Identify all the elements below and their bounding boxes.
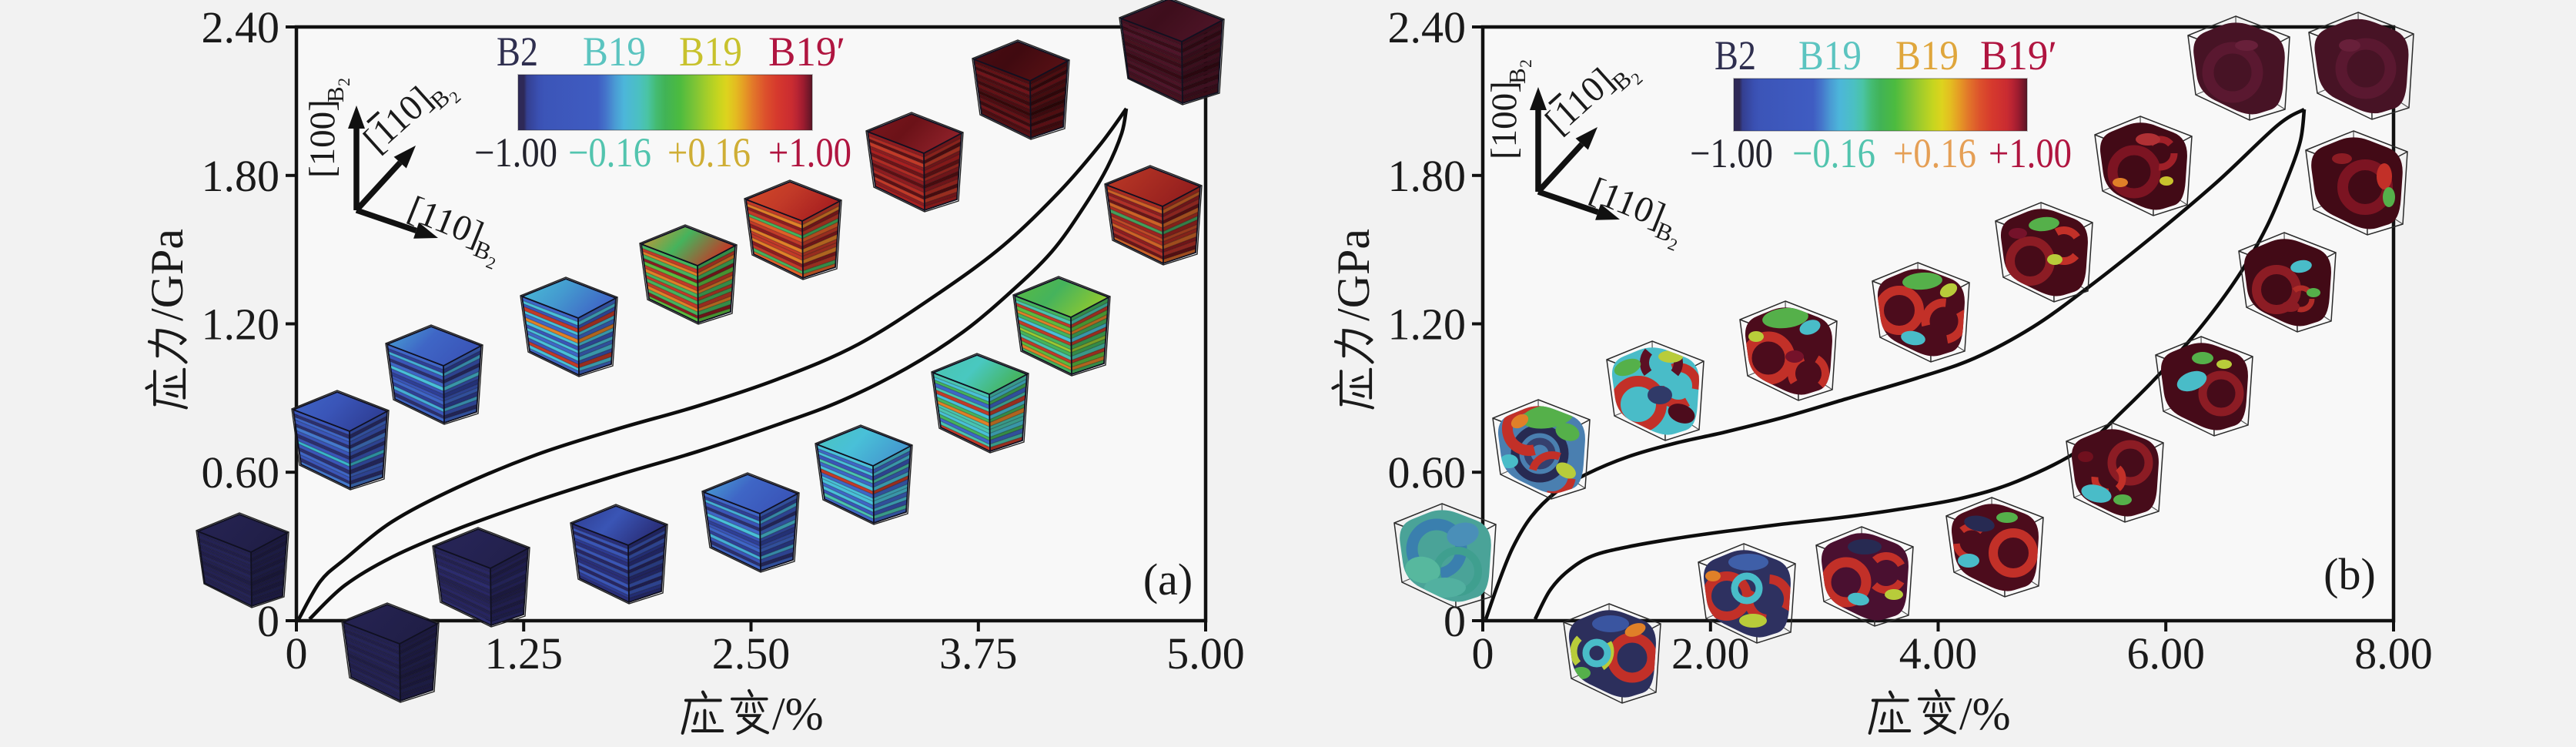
svg-text:B2: B2 [497,28,538,75]
svg-text:0.60: 0.60 [202,447,280,497]
svg-text:2.00: 2.00 [1671,628,1750,678]
svg-text:0: 0 [286,628,308,678]
svg-text:+0.16: +0.16 [1893,130,1976,176]
svg-text:B19: B19 [583,28,646,75]
svg-text:+1.00: +1.00 [768,129,851,176]
svg-text:1.80: 1.80 [1388,151,1467,201]
svg-text:/%: /% [772,688,824,739]
svg-text:B19: B19 [679,28,742,75]
svg-text:(a): (a) [1143,554,1193,605]
svg-text:−1.00: −1.00 [474,129,557,176]
svg-text:8.00: 8.00 [2354,628,2433,678]
svg-text:B19: B19 [1798,32,1862,79]
svg-text:1.80: 1.80 [202,151,280,201]
svg-text:2: 2 [1516,59,1535,68]
svg-text:2.40: 2.40 [202,2,280,52]
svg-text:B: B [322,86,349,102]
svg-text:/%: /% [1959,688,2011,739]
svg-text:1.25: 1.25 [484,628,563,678]
svg-text:0: 0 [1444,596,1466,646]
svg-text:2: 2 [334,78,353,86]
svg-text:0: 0 [1472,628,1494,678]
svg-text:(b): (b) [2323,549,2376,599]
svg-text:1.20: 1.20 [1388,300,1467,350]
svg-text:2.40: 2.40 [1388,2,1467,52]
svg-text:−1.00: −1.00 [1690,130,1773,176]
svg-text:[100]: [100] [1484,81,1524,159]
svg-text:[100]: [100] [303,99,343,178]
svg-text:5.00: 5.00 [1166,628,1245,678]
svg-text:−0.16: −0.16 [568,129,651,176]
svg-text:B19: B19 [1895,32,1959,79]
svg-text:1.20: 1.20 [202,300,280,350]
svg-text:B2: B2 [1715,32,1756,79]
svg-text:B: B [1504,68,1531,84]
svg-text:−0.16: −0.16 [1792,130,1875,176]
svg-text:2.50: 2.50 [712,628,791,678]
svg-text:+0.16: +0.16 [667,129,751,176]
svg-text:0.60: 0.60 [1388,447,1467,497]
svg-text:B19′: B19′ [1980,32,2057,79]
svg-text:/GPa: /GPa [1328,229,1379,321]
svg-text:/GPa: /GPa [142,229,192,321]
svg-text:4.00: 4.00 [1899,628,1978,678]
svg-text:3.75: 3.75 [939,628,1018,678]
svg-text:6.00: 6.00 [2126,628,2205,678]
svg-text:+1.00: +1.00 [1989,130,2072,176]
svg-text:B19′: B19′ [768,28,845,75]
